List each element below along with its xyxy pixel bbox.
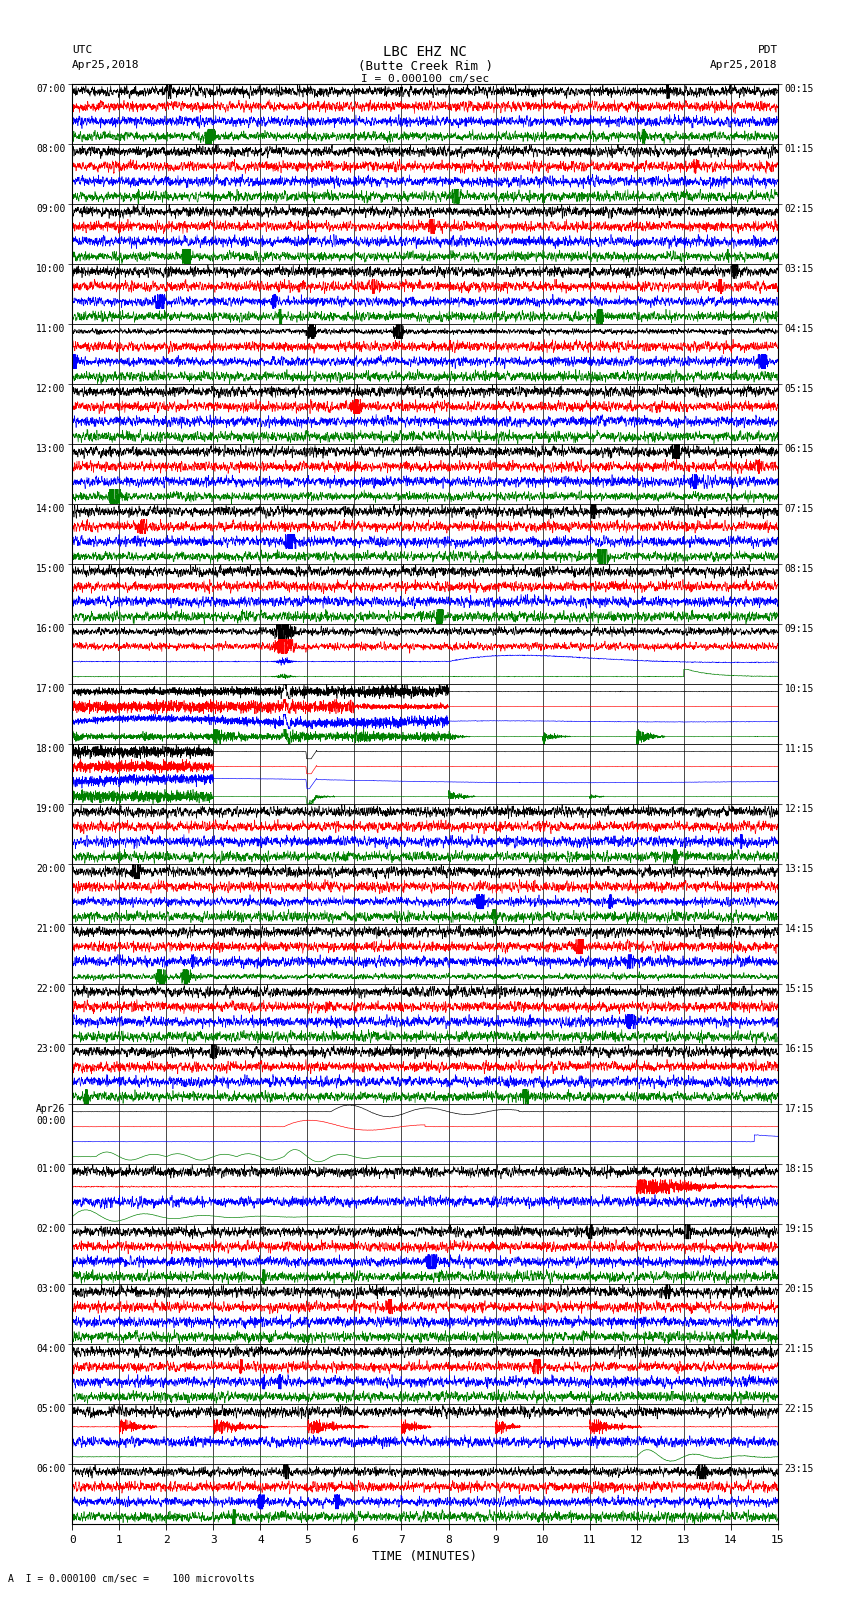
Text: LBC EHZ NC: LBC EHZ NC bbox=[383, 45, 467, 60]
X-axis label: TIME (MINUTES): TIME (MINUTES) bbox=[372, 1550, 478, 1563]
Text: PDT: PDT bbox=[757, 45, 778, 55]
Text: A  I = 0.000100 cm/sec =    100 microvolts: A I = 0.000100 cm/sec = 100 microvolts bbox=[8, 1574, 255, 1584]
Text: Apr25,2018: Apr25,2018 bbox=[72, 60, 139, 69]
Text: (Butte Creek Rim ): (Butte Creek Rim ) bbox=[358, 60, 492, 73]
Text: I = 0.000100 cm/sec: I = 0.000100 cm/sec bbox=[361, 74, 489, 84]
Text: UTC: UTC bbox=[72, 45, 93, 55]
Text: Apr25,2018: Apr25,2018 bbox=[711, 60, 778, 69]
